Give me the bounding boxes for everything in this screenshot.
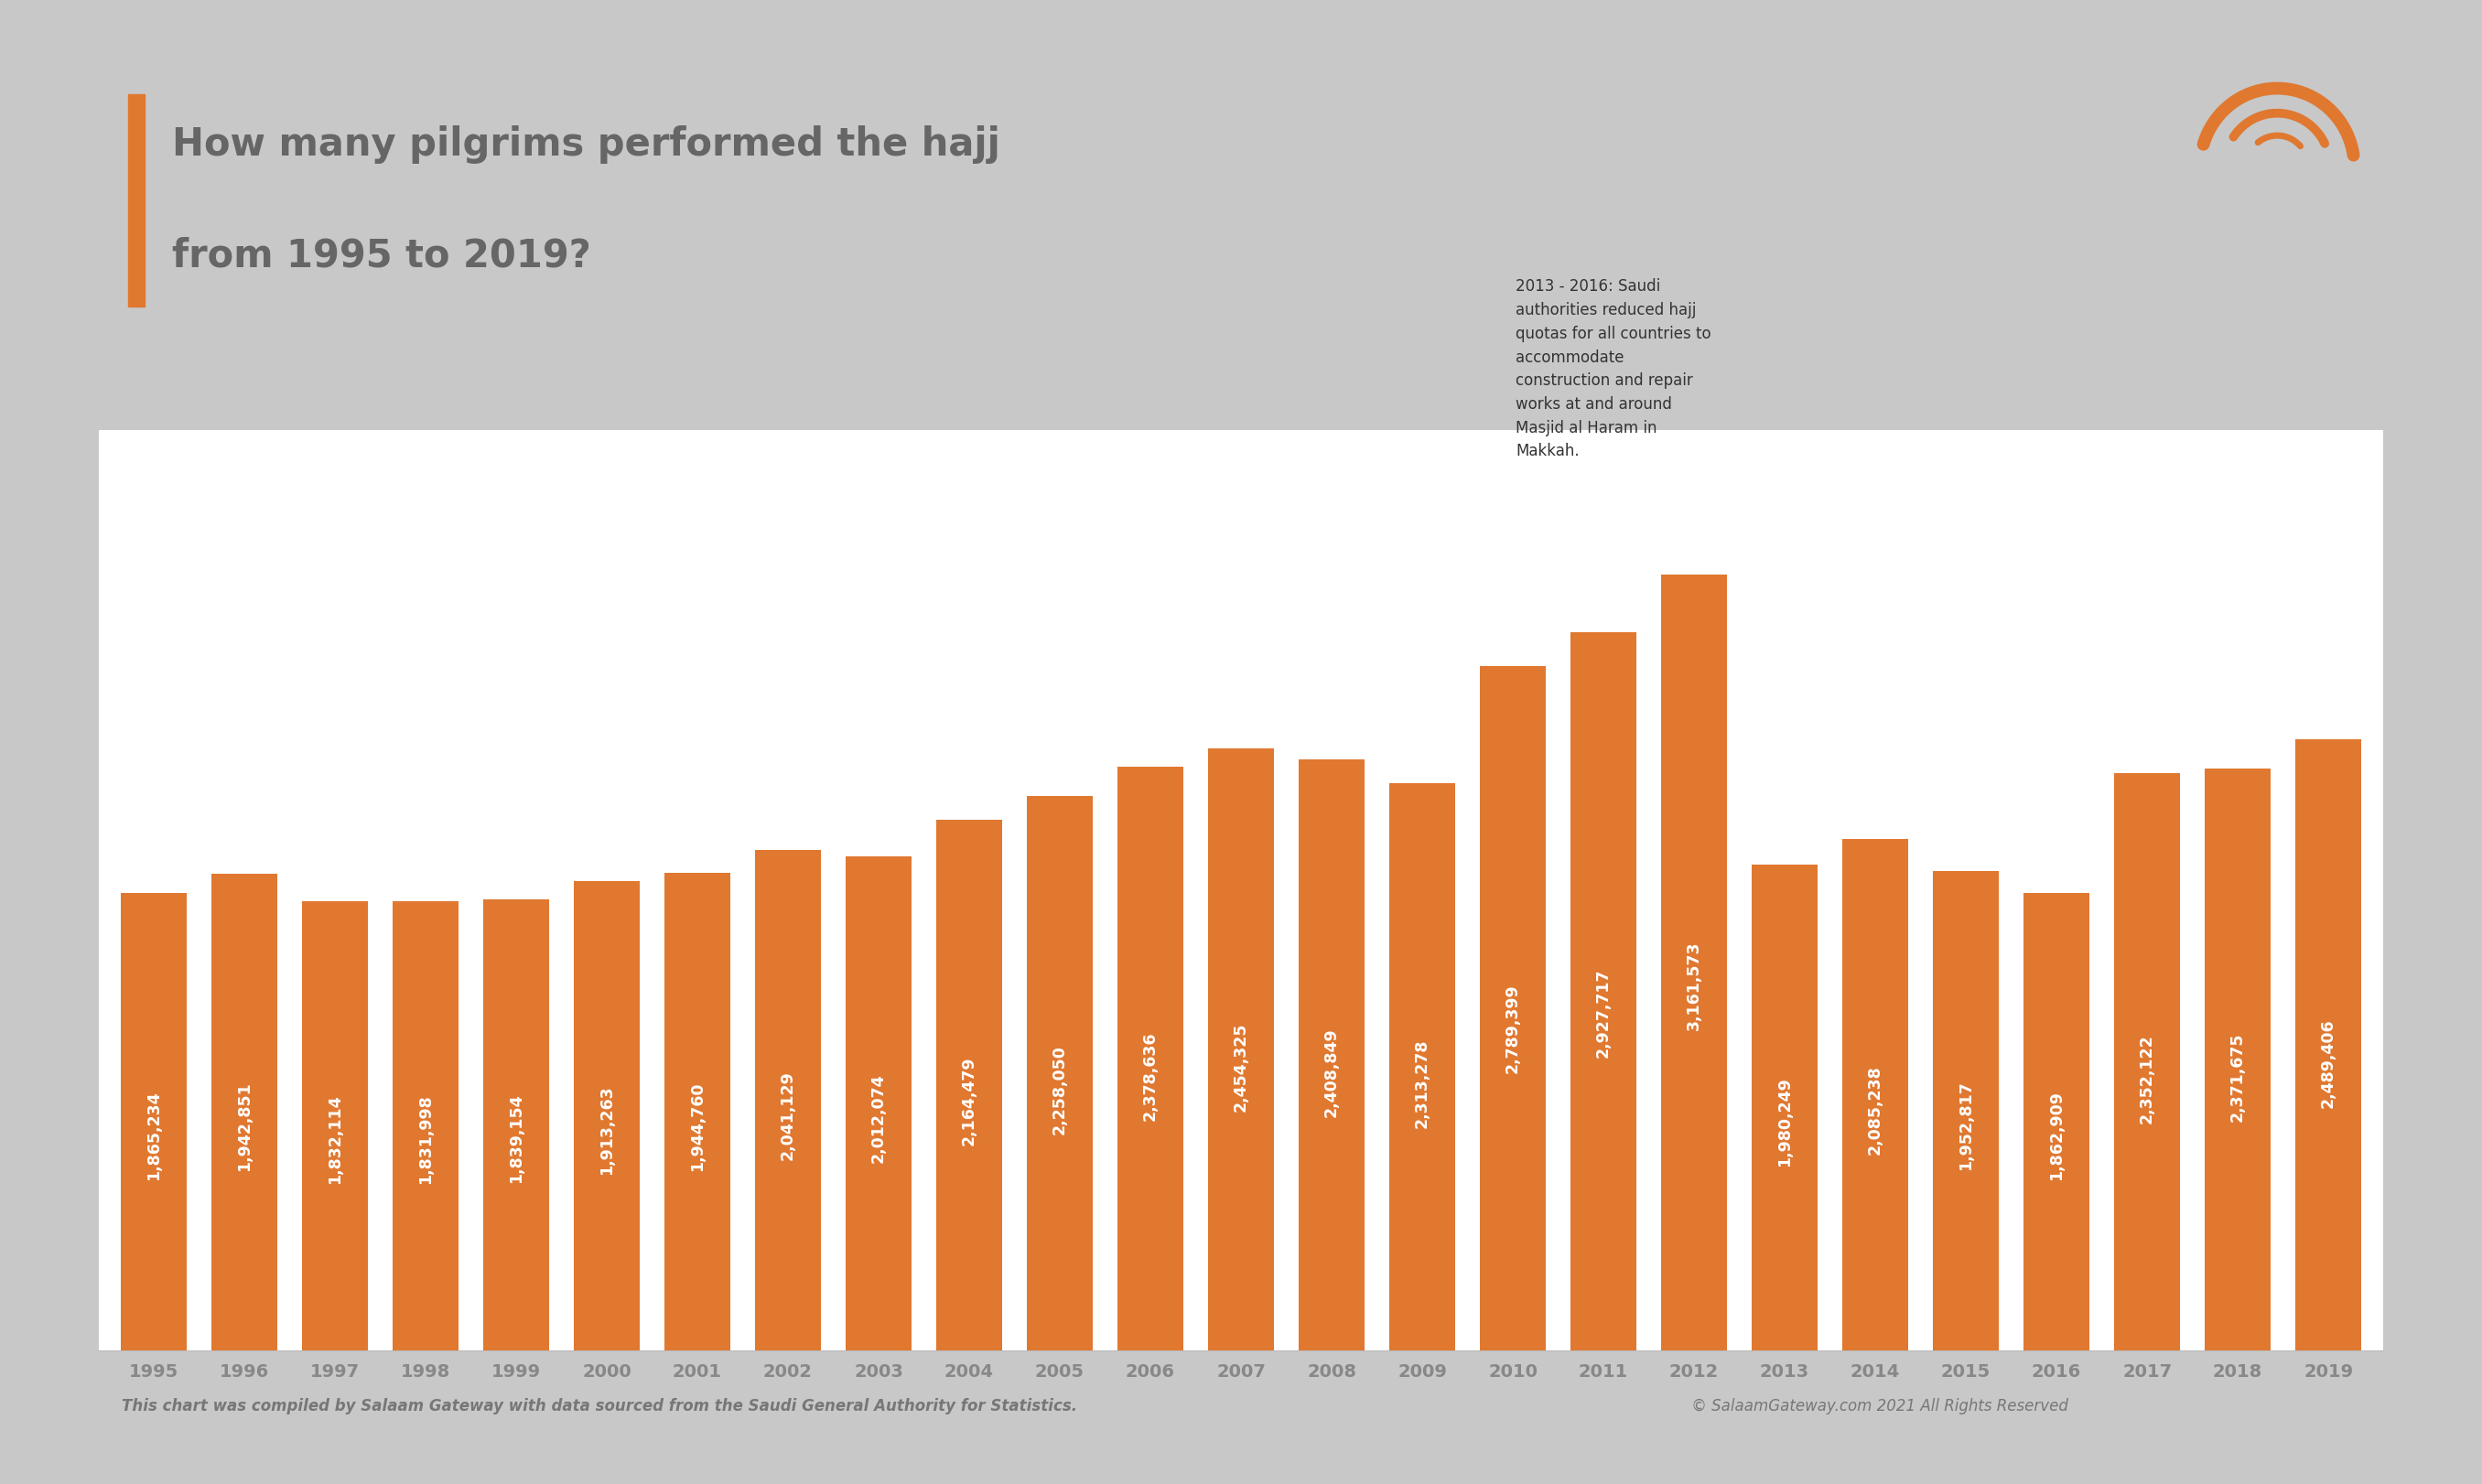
Text: © SalaamGateway.com 2021 All Rights Reserved: © SalaamGateway.com 2021 All Rights Rese… [1685, 1398, 2068, 1414]
Bar [1298, 760, 1365, 1350]
Bar [936, 819, 1003, 1350]
Bar [303, 901, 367, 1350]
Text: 2,085,238: 2,085,238 [1866, 1066, 1884, 1155]
Text: 1,865,234: 1,865,234 [146, 1091, 161, 1180]
Text: 3,161,573: 3,161,573 [1685, 941, 1703, 1030]
Bar [1390, 784, 1454, 1350]
Text: 2013 - 2016: Saudi
authorities reduced hajj
quotas for all countries to
accommod: 2013 - 2016: Saudi authorities reduced h… [1517, 279, 1710, 460]
Bar [484, 899, 549, 1350]
Bar [573, 881, 640, 1350]
Text: This chart was compiled by Salaam Gateway with data sourced from the Saudi Gener: This chart was compiled by Salaam Gatewa… [122, 1398, 1077, 1414]
Bar [846, 856, 911, 1350]
Text: 1,839,154: 1,839,154 [509, 1094, 524, 1183]
Text: 1,913,263: 1,913,263 [598, 1085, 616, 1174]
Bar [211, 874, 278, 1350]
Bar [392, 901, 459, 1350]
Bar [1752, 865, 1817, 1350]
Text: from 1995 to 2019?: from 1995 to 2019? [171, 236, 591, 275]
Text: 2,012,074: 2,012,074 [871, 1074, 886, 1163]
Text: 1,942,851: 1,942,851 [236, 1082, 253, 1171]
Text: 2,789,399: 2,789,399 [1504, 984, 1521, 1073]
Text: 2,313,278: 2,313,278 [1415, 1039, 1430, 1128]
Bar [755, 850, 822, 1350]
Bar [1209, 748, 1273, 1350]
Bar [2296, 739, 2360, 1350]
Text: 2,258,050: 2,258,050 [1052, 1045, 1067, 1135]
Bar [129, 95, 144, 306]
Text: How many pilgrims performed the hajj: How many pilgrims performed the hajj [171, 126, 1000, 165]
Text: 1,944,760: 1,944,760 [690, 1082, 705, 1171]
Bar [1028, 797, 1092, 1350]
Bar [1479, 666, 1546, 1350]
Text: 1,952,817: 1,952,817 [1958, 1080, 1973, 1169]
Bar [2204, 769, 2271, 1350]
Text: 2,927,717: 2,927,717 [1596, 968, 1611, 1058]
Text: 2,408,849: 2,408,849 [1323, 1028, 1340, 1117]
Bar [1933, 871, 1998, 1350]
Bar [665, 873, 730, 1350]
Text: 1,862,909: 1,862,909 [2048, 1091, 2065, 1180]
Text: 2,352,122: 2,352,122 [2139, 1034, 2154, 1123]
Bar [2023, 893, 2090, 1350]
Bar [122, 893, 186, 1350]
Bar [1571, 632, 1636, 1350]
Text: 2,164,479: 2,164,479 [961, 1057, 978, 1146]
Text: 1,980,249: 1,980,249 [1777, 1077, 1792, 1166]
Text: 2,454,325: 2,454,325 [1234, 1022, 1248, 1112]
Text: 2,371,675: 2,371,675 [2229, 1033, 2246, 1122]
Text: 2,041,129: 2,041,129 [779, 1070, 797, 1160]
Text: 1,832,114: 1,832,114 [328, 1095, 343, 1184]
Bar [1117, 767, 1184, 1350]
Text: 1,831,998: 1,831,998 [417, 1095, 434, 1184]
Bar [2115, 773, 2179, 1350]
Bar [1660, 574, 1727, 1350]
Text: 2,378,636: 2,378,636 [1142, 1031, 1159, 1120]
Text: 2,489,406: 2,489,406 [2321, 1018, 2336, 1109]
Bar [1842, 838, 1909, 1350]
